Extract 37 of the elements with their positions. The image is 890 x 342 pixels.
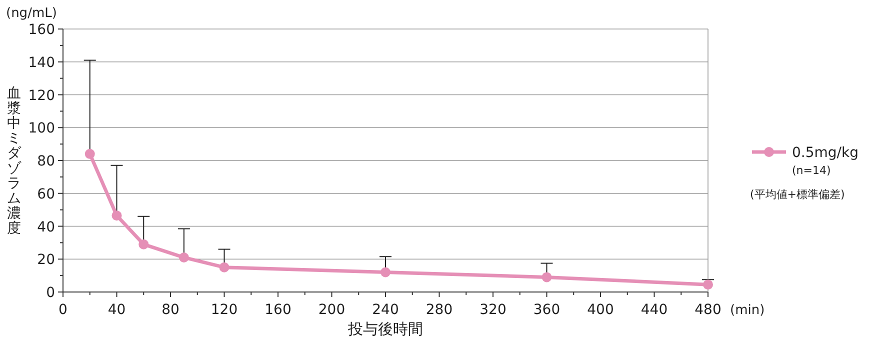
x-tick-label: 0 <box>58 302 68 318</box>
x-tick-label: 240 <box>372 302 399 318</box>
point <box>138 239 149 250</box>
x-tick-label: 400 <box>587 302 614 318</box>
point <box>380 267 390 278</box>
y-tick-label: 120 <box>28 88 55 104</box>
x-tick-label: 280 <box>426 302 453 318</box>
text: (ng/mL) <box>6 6 57 21</box>
x-tick-label: 440 <box>640 302 668 318</box>
x-tick-label: 360 <box>533 302 560 318</box>
x-tick-label: 200 <box>318 302 346 318</box>
point <box>542 272 552 282</box>
text: (n=14) <box>792 164 831 177</box>
text: (min) <box>730 303 765 318</box>
point <box>219 262 230 272</box>
x-axis-title: 投与後時間 <box>347 320 423 338</box>
x-tick-label: 480 <box>694 302 722 318</box>
legend-label: 0.5mg/kg <box>792 145 858 161</box>
y-tick-label: 40 <box>37 219 55 236</box>
x-tick-label: 160 <box>264 302 292 318</box>
point <box>178 252 189 262</box>
x-tick-label: 120 <box>210 302 238 318</box>
x-tick-label: 80 <box>162 302 180 318</box>
x-tick-label: 40 <box>108 302 126 318</box>
text: 血漿中ミダゾラム濃度 <box>7 86 21 236</box>
x-tick-label: 320 <box>480 302 506 318</box>
y-tick-label: 60 <box>37 186 55 202</box>
point <box>112 210 122 221</box>
y-tick-label: 140 <box>28 54 55 71</box>
y-tick-label: 0 <box>46 285 55 301</box>
point <box>84 148 95 159</box>
text: (平均値+標準偏差) <box>750 188 845 201</box>
y-tick-label: 80 <box>37 154 55 170</box>
y-tick-label: 160 <box>28 22 55 38</box>
y-tick-label: 100 <box>28 120 55 137</box>
point <box>703 280 713 290</box>
y-tick-label: 20 <box>37 252 55 268</box>
